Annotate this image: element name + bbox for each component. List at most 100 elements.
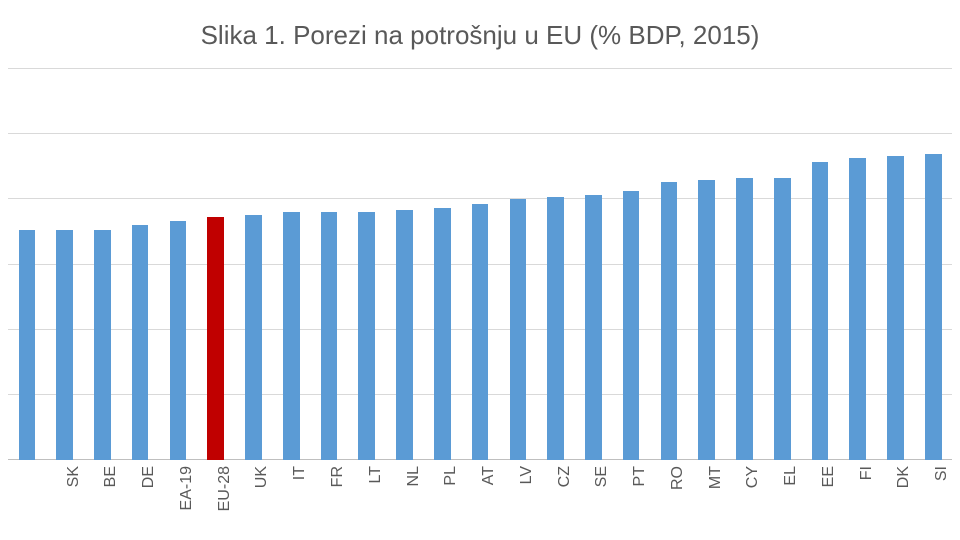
- bar-slot: [84, 69, 122, 460]
- bar-slot: [8, 69, 46, 460]
- x-axis-label: SE: [593, 466, 611, 487]
- bar: [736, 178, 753, 460]
- bar: [321, 212, 338, 460]
- x-axis-label: IT: [291, 466, 309, 480]
- bar: [887, 156, 904, 460]
- x-axis-label: SK: [65, 466, 83, 487]
- x-axis-label: FI: [858, 466, 876, 480]
- x-axis-label: RO: [669, 466, 687, 490]
- bar-slot: [423, 69, 461, 460]
- bar: [245, 215, 262, 460]
- chart-title: Slika 1. Porezi na potrošnju u EU (% BDP…: [0, 20, 960, 51]
- bar-slot: [877, 69, 915, 460]
- bar-slot: [46, 69, 84, 460]
- x-axis-label: PL: [442, 466, 460, 486]
- bar-slot: [121, 69, 159, 460]
- bar: [283, 212, 300, 460]
- plot-area: SK BE DE EA-19EU-28 UK IT FR LT NL PL AT LV CZ SE PT RO…: [8, 69, 952, 540]
- label-slot: SE: [574, 460, 612, 540]
- bar-slot: [197, 69, 235, 460]
- label-slot: LV: [499, 460, 537, 540]
- bar-slot: [537, 69, 575, 460]
- x-axis-label: EL: [782, 466, 800, 486]
- x-axis-label: BE: [102, 466, 120, 487]
- bar-slot: [461, 69, 499, 460]
- bar-slot: [763, 69, 801, 460]
- label-slot: EL: [763, 460, 801, 540]
- label-slot: EE: [801, 460, 839, 540]
- x-axis-label: LT: [367, 466, 385, 483]
- label-slot: CY: [726, 460, 764, 540]
- label-slot: UK: [235, 460, 273, 540]
- bar-slot: [839, 69, 877, 460]
- bar-slot: [272, 69, 310, 460]
- bar-slot: [235, 69, 273, 460]
- label-slot: PL: [423, 460, 461, 540]
- bars-group: [8, 69, 952, 460]
- bar: [585, 195, 602, 460]
- x-axis-label: AT: [480, 466, 498, 485]
- label-slot: PT: [612, 460, 650, 540]
- x-axis-label: NL: [405, 466, 423, 486]
- label-slot: MT: [688, 460, 726, 540]
- bar-slot: [914, 69, 952, 460]
- bar-slot: [574, 69, 612, 460]
- label-slot: FR: [310, 460, 348, 540]
- x-axis-label: LV: [518, 466, 536, 484]
- label-slot: [8, 460, 46, 540]
- label-slot: SI: [914, 460, 952, 540]
- label-slot: IT: [272, 460, 310, 540]
- x-axis-label: DE: [140, 466, 158, 488]
- bar-slot: [499, 69, 537, 460]
- bar-slot: [801, 69, 839, 460]
- bar: [396, 210, 413, 460]
- bar: [925, 154, 942, 460]
- bar: [472, 204, 489, 460]
- bar: [132, 225, 149, 460]
- bar: [56, 230, 73, 460]
- bar: [207, 217, 224, 460]
- bar-slot: [726, 69, 764, 460]
- label-slot: LT: [348, 460, 386, 540]
- bar: [774, 178, 791, 460]
- x-axis-label: EE: [820, 466, 838, 487]
- label-slot: EA-19: [159, 460, 197, 540]
- bar-slot: [348, 69, 386, 460]
- bar-slot: [310, 69, 348, 460]
- bar: [434, 208, 451, 460]
- bar: [812, 162, 829, 460]
- label-slot: CZ: [537, 460, 575, 540]
- x-axis-label: SI: [933, 466, 951, 481]
- label-slot: SK: [46, 460, 84, 540]
- bar: [170, 221, 187, 460]
- label-slot: BE: [84, 460, 122, 540]
- bar-slot: [650, 69, 688, 460]
- label-slot: AT: [461, 460, 499, 540]
- bar: [19, 230, 36, 460]
- x-axis-label: CZ: [556, 466, 574, 487]
- chart-container: Slika 1. Porezi na potrošnju u EU (% BDP…: [0, 0, 960, 540]
- x-axis-label: EA-19: [178, 466, 196, 510]
- bar: [547, 197, 564, 460]
- bar: [358, 212, 375, 460]
- bar: [623, 191, 640, 460]
- label-slot: NL: [386, 460, 424, 540]
- x-axis-label: CY: [744, 466, 762, 488]
- bar-slot: [688, 69, 726, 460]
- bar: [849, 158, 866, 460]
- bar: [94, 230, 111, 460]
- label-slot: DE: [121, 460, 159, 540]
- bar-slot: [159, 69, 197, 460]
- bar: [661, 182, 678, 460]
- label-slot: EU-28: [197, 460, 235, 540]
- bar: [698, 180, 715, 460]
- bar: [510, 199, 527, 460]
- x-axis-label: FR: [329, 466, 347, 487]
- x-axis-label: PT: [631, 466, 649, 486]
- label-slot: RO: [650, 460, 688, 540]
- x-axis-label: UK: [253, 466, 271, 488]
- label-slot: DK: [877, 460, 915, 540]
- label-slot: FI: [839, 460, 877, 540]
- x-axis-label: MT: [707, 466, 725, 489]
- bar-slot: [386, 69, 424, 460]
